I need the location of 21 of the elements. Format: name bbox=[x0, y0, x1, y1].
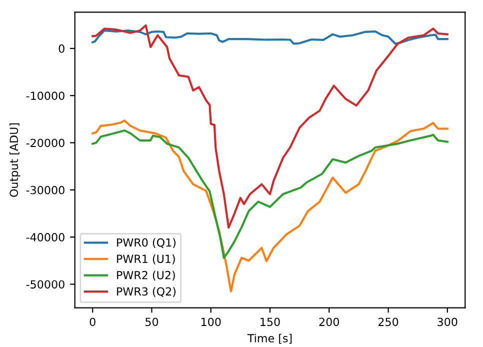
x-tick-label: 0 bbox=[90, 318, 96, 326]
legend-label: PWR1 (U1) bbox=[117, 254, 175, 264]
y-tick-label: -10000 bbox=[26, 92, 64, 100]
x-tick-label: 150 bbox=[260, 318, 280, 326]
legend-label: PWR2 (U2) bbox=[117, 270, 175, 281]
y-axis-title: Output [ADU] bbox=[9, 123, 20, 197]
legend-label: PWR0 (Q1) bbox=[117, 238, 176, 248]
x-tick-label: 100 bbox=[201, 318, 221, 326]
x-tick-label: 50 bbox=[146, 318, 158, 326]
y-tick-label: -40000 bbox=[26, 233, 64, 242]
y-tick-label: 0 bbox=[58, 44, 64, 53]
x-tick-label: 200 bbox=[319, 318, 339, 326]
y-tick-label: -50000 bbox=[26, 280, 64, 289]
x-axis-title: Time [s] bbox=[247, 334, 292, 344]
line-series bbox=[92, 24, 448, 229]
legend-label: PWR3 (Q2) bbox=[117, 287, 176, 297]
y-tick-label: -20000 bbox=[26, 138, 64, 148]
y-tick-label: -30000 bbox=[26, 186, 64, 194]
x-tick-label: 300 bbox=[438, 318, 458, 326]
line-series bbox=[92, 29, 448, 45]
x-tick-label: 250 bbox=[378, 318, 398, 326]
